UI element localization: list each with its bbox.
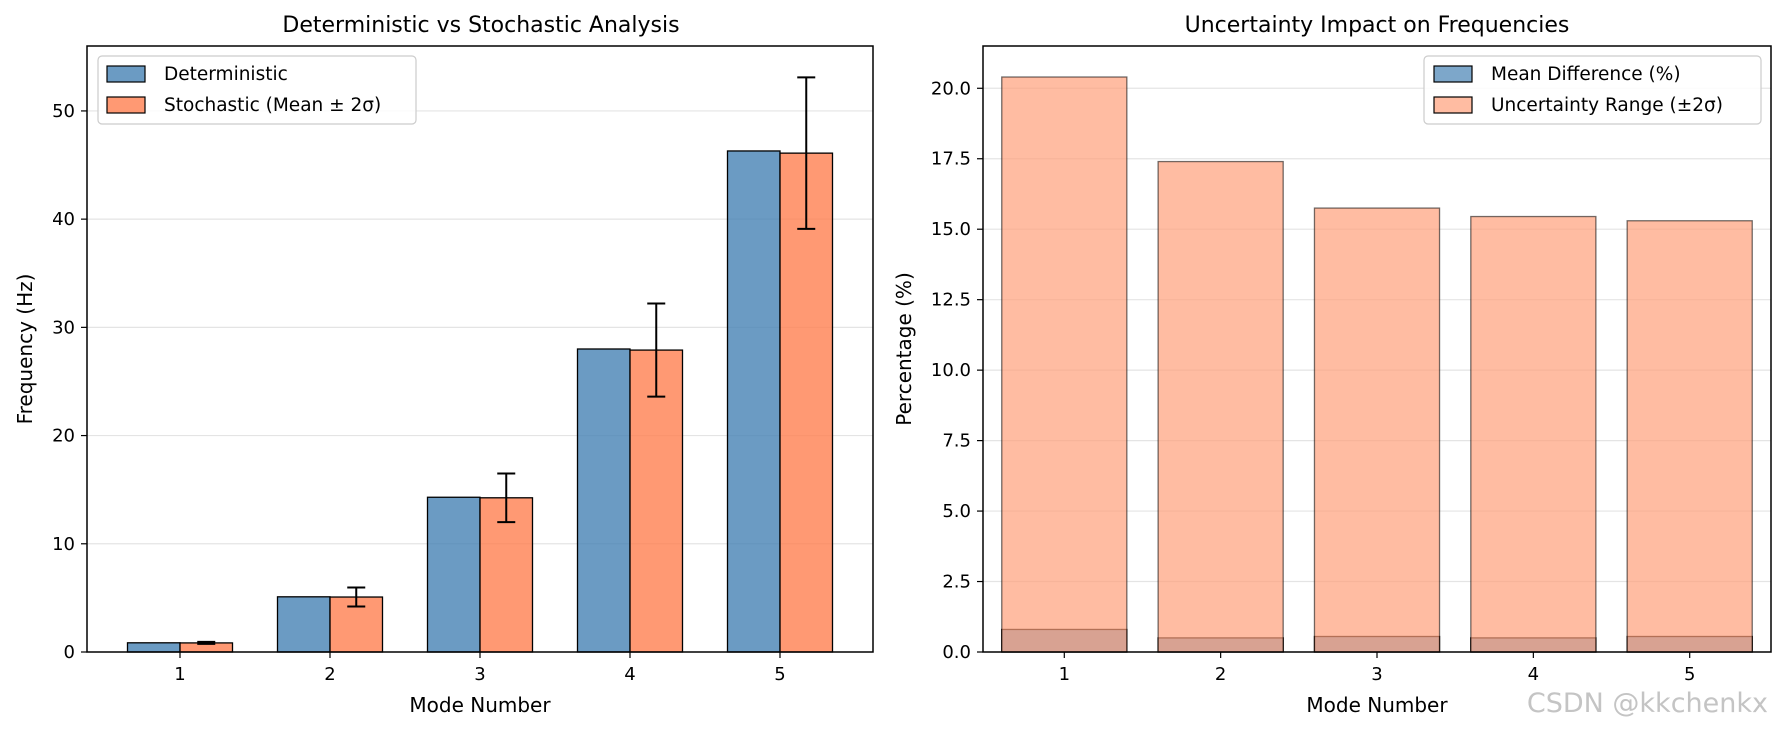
chart-right-legend-box bbox=[1423, 55, 1762, 125]
y-tick-label: 10.0 bbox=[931, 360, 971, 381]
bar-uncertainty-range-mode-2 bbox=[1157, 160, 1284, 653]
y-tick-label: 40 bbox=[52, 209, 75, 230]
y-tick-label: 12.5 bbox=[931, 290, 971, 311]
x-tick-label: 1 bbox=[174, 664, 185, 685]
bar-stochastic-mode-5 bbox=[779, 152, 834, 653]
chart-right-y-ticks: 0.0 2.5 5.0 7.5 10.0 12.5 15.0 17.5 20.0 bbox=[931, 78, 983, 663]
legend-label-deterministic: Deterministic bbox=[164, 64, 288, 85]
error-bar-mode-5 bbox=[797, 76, 816, 230]
chart-left: Deterministic vs Stochastic Analysis 010… bbox=[13, 13, 874, 717]
bar-stochastic-mode-4 bbox=[629, 349, 684, 653]
legend-swatch-uncertainty-range bbox=[1433, 96, 1473, 114]
y-tick-label: 17.5 bbox=[931, 149, 971, 170]
error-bar-mode-4 bbox=[647, 302, 666, 398]
x-tick-label: 2 bbox=[1215, 664, 1226, 685]
y-tick-label: 5.0 bbox=[942, 501, 971, 522]
chart-left-bars bbox=[126, 150, 834, 653]
x-tick-label: 5 bbox=[1684, 664, 1695, 685]
y-tick-label: 2.5 bbox=[942, 572, 971, 593]
y-tick-label: 0 bbox=[64, 642, 75, 663]
error-bar-mode-3 bbox=[497, 472, 516, 524]
x-tick-label: 4 bbox=[624, 664, 635, 685]
bar-stochastic-mode-3 bbox=[479, 497, 534, 653]
chart-left-x-ticks: 1 2 3 4 5 bbox=[174, 652, 786, 685]
chart-right-ylabel: Percentage (%) bbox=[892, 272, 916, 425]
bar-uncertainty-range-mode-3 bbox=[1313, 207, 1441, 653]
y-tick-label: 20.0 bbox=[931, 78, 971, 99]
legend-label-uncertainty-range: Uncertainty Range (±2σ) bbox=[1491, 95, 1723, 116]
chart-left-legend-box bbox=[97, 55, 417, 125]
error-bar-mode-1 bbox=[197, 640, 216, 645]
bar-deterministic-mode-2 bbox=[276, 596, 331, 653]
legend-label-mean-difference: Mean Difference (%) bbox=[1491, 64, 1681, 85]
y-tick-label: 0.0 bbox=[942, 642, 971, 663]
chart-left-legend: Deterministic Stochastic (Mean ± 2σ) bbox=[97, 55, 417, 125]
y-tick-label: 10 bbox=[52, 534, 75, 555]
y-tick-label: 50 bbox=[52, 101, 75, 122]
chart-right-xlabel: Mode Number bbox=[1306, 693, 1448, 717]
legend-swatch-mean-difference bbox=[1433, 65, 1473, 83]
legend-label-stochastic: Stochastic (Mean ± 2σ) bbox=[164, 95, 381, 116]
chart-left-xlabel: Mode Number bbox=[409, 693, 551, 717]
legend-swatch-stochastic bbox=[106, 96, 146, 114]
legend-swatch-deterministic bbox=[106, 65, 146, 83]
x-tick-label: 3 bbox=[1371, 664, 1382, 685]
bar-deterministic-mode-3 bbox=[426, 496, 481, 653]
chart-right-title: Uncertainty Impact on Frequencies bbox=[1185, 13, 1570, 38]
chart-left-error-bars bbox=[197, 76, 816, 645]
chart-right: Uncertainty Impact on Frequencies 0.0 2.5… bbox=[892, 13, 1772, 717]
watermark: CSDN @kkchenkx bbox=[1527, 688, 1768, 719]
bar-deterministic-mode-1 bbox=[126, 642, 181, 653]
y-tick-label: 20 bbox=[52, 426, 75, 447]
bar-uncertainty-range-mode-1 bbox=[1001, 76, 1128, 653]
y-tick-label: 15.0 bbox=[931, 219, 971, 240]
y-tick-label: 30 bbox=[52, 317, 75, 338]
bar-deterministic-mode-5 bbox=[726, 150, 781, 653]
chart-left-y-ticks: 0 10 20 30 40 50 bbox=[52, 101, 87, 663]
chart-left-title: Deterministic vs Stochastic Analysis bbox=[282, 13, 679, 38]
bar-uncertainty-range-mode-5 bbox=[1626, 220, 1753, 653]
bar-uncertainty-range-mode-4 bbox=[1470, 215, 1597, 653]
chart-right-bars bbox=[1001, 76, 1753, 653]
x-tick-label: 4 bbox=[1528, 664, 1539, 685]
bar-deterministic-mode-4 bbox=[576, 348, 631, 653]
chart-left-ylabel: Frequency (Hz) bbox=[13, 274, 37, 425]
x-tick-label: 3 bbox=[474, 664, 485, 685]
chart-right-x-ticks: 1 2 3 4 5 bbox=[1059, 652, 1695, 685]
x-tick-label: 1 bbox=[1059, 664, 1070, 685]
y-tick-label: 7.5 bbox=[942, 431, 971, 452]
chart-right-legend: Mean Difference (%) Uncertainty Range (±… bbox=[1423, 55, 1762, 125]
error-bar-mode-2 bbox=[347, 586, 366, 608]
x-tick-label: 5 bbox=[774, 664, 785, 685]
x-tick-label: 2 bbox=[324, 664, 335, 685]
